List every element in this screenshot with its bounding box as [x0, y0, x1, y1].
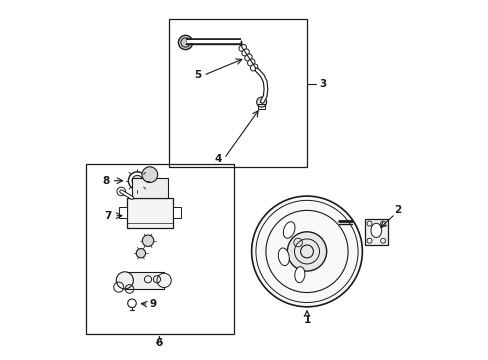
Text: 6: 6	[156, 338, 163, 348]
Ellipse shape	[370, 223, 381, 238]
Text: 1: 1	[303, 315, 310, 325]
Text: 5: 5	[193, 70, 201, 80]
Bar	[119, 207, 126, 217]
Text: 8: 8	[102, 176, 109, 186]
Bar	[85, 164, 233, 334]
Circle shape	[251, 196, 362, 307]
Bar	[126, 198, 173, 228]
Bar	[169, 19, 306, 167]
Ellipse shape	[242, 49, 249, 56]
Text: 7: 7	[104, 211, 111, 221]
Ellipse shape	[244, 54, 252, 61]
Circle shape	[157, 273, 171, 288]
Ellipse shape	[278, 248, 289, 266]
Text: 2: 2	[394, 205, 401, 215]
Text: 4: 4	[214, 154, 221, 163]
Text: 3: 3	[319, 78, 326, 89]
Circle shape	[142, 235, 153, 247]
Circle shape	[142, 167, 157, 183]
Bar	[124, 272, 164, 289]
Circle shape	[132, 175, 142, 186]
FancyBboxPatch shape	[364, 219, 387, 246]
Ellipse shape	[283, 222, 294, 238]
Circle shape	[287, 232, 326, 271]
Circle shape	[136, 249, 145, 258]
Text: 9: 9	[149, 299, 157, 309]
Circle shape	[256, 97, 266, 107]
Ellipse shape	[247, 59, 254, 66]
Ellipse shape	[294, 267, 305, 283]
Circle shape	[116, 272, 133, 289]
Ellipse shape	[250, 64, 257, 71]
Ellipse shape	[239, 44, 246, 51]
Bar	[173, 207, 181, 217]
Bar	[258, 104, 264, 109]
Circle shape	[178, 35, 192, 50]
Bar	[132, 178, 167, 198]
